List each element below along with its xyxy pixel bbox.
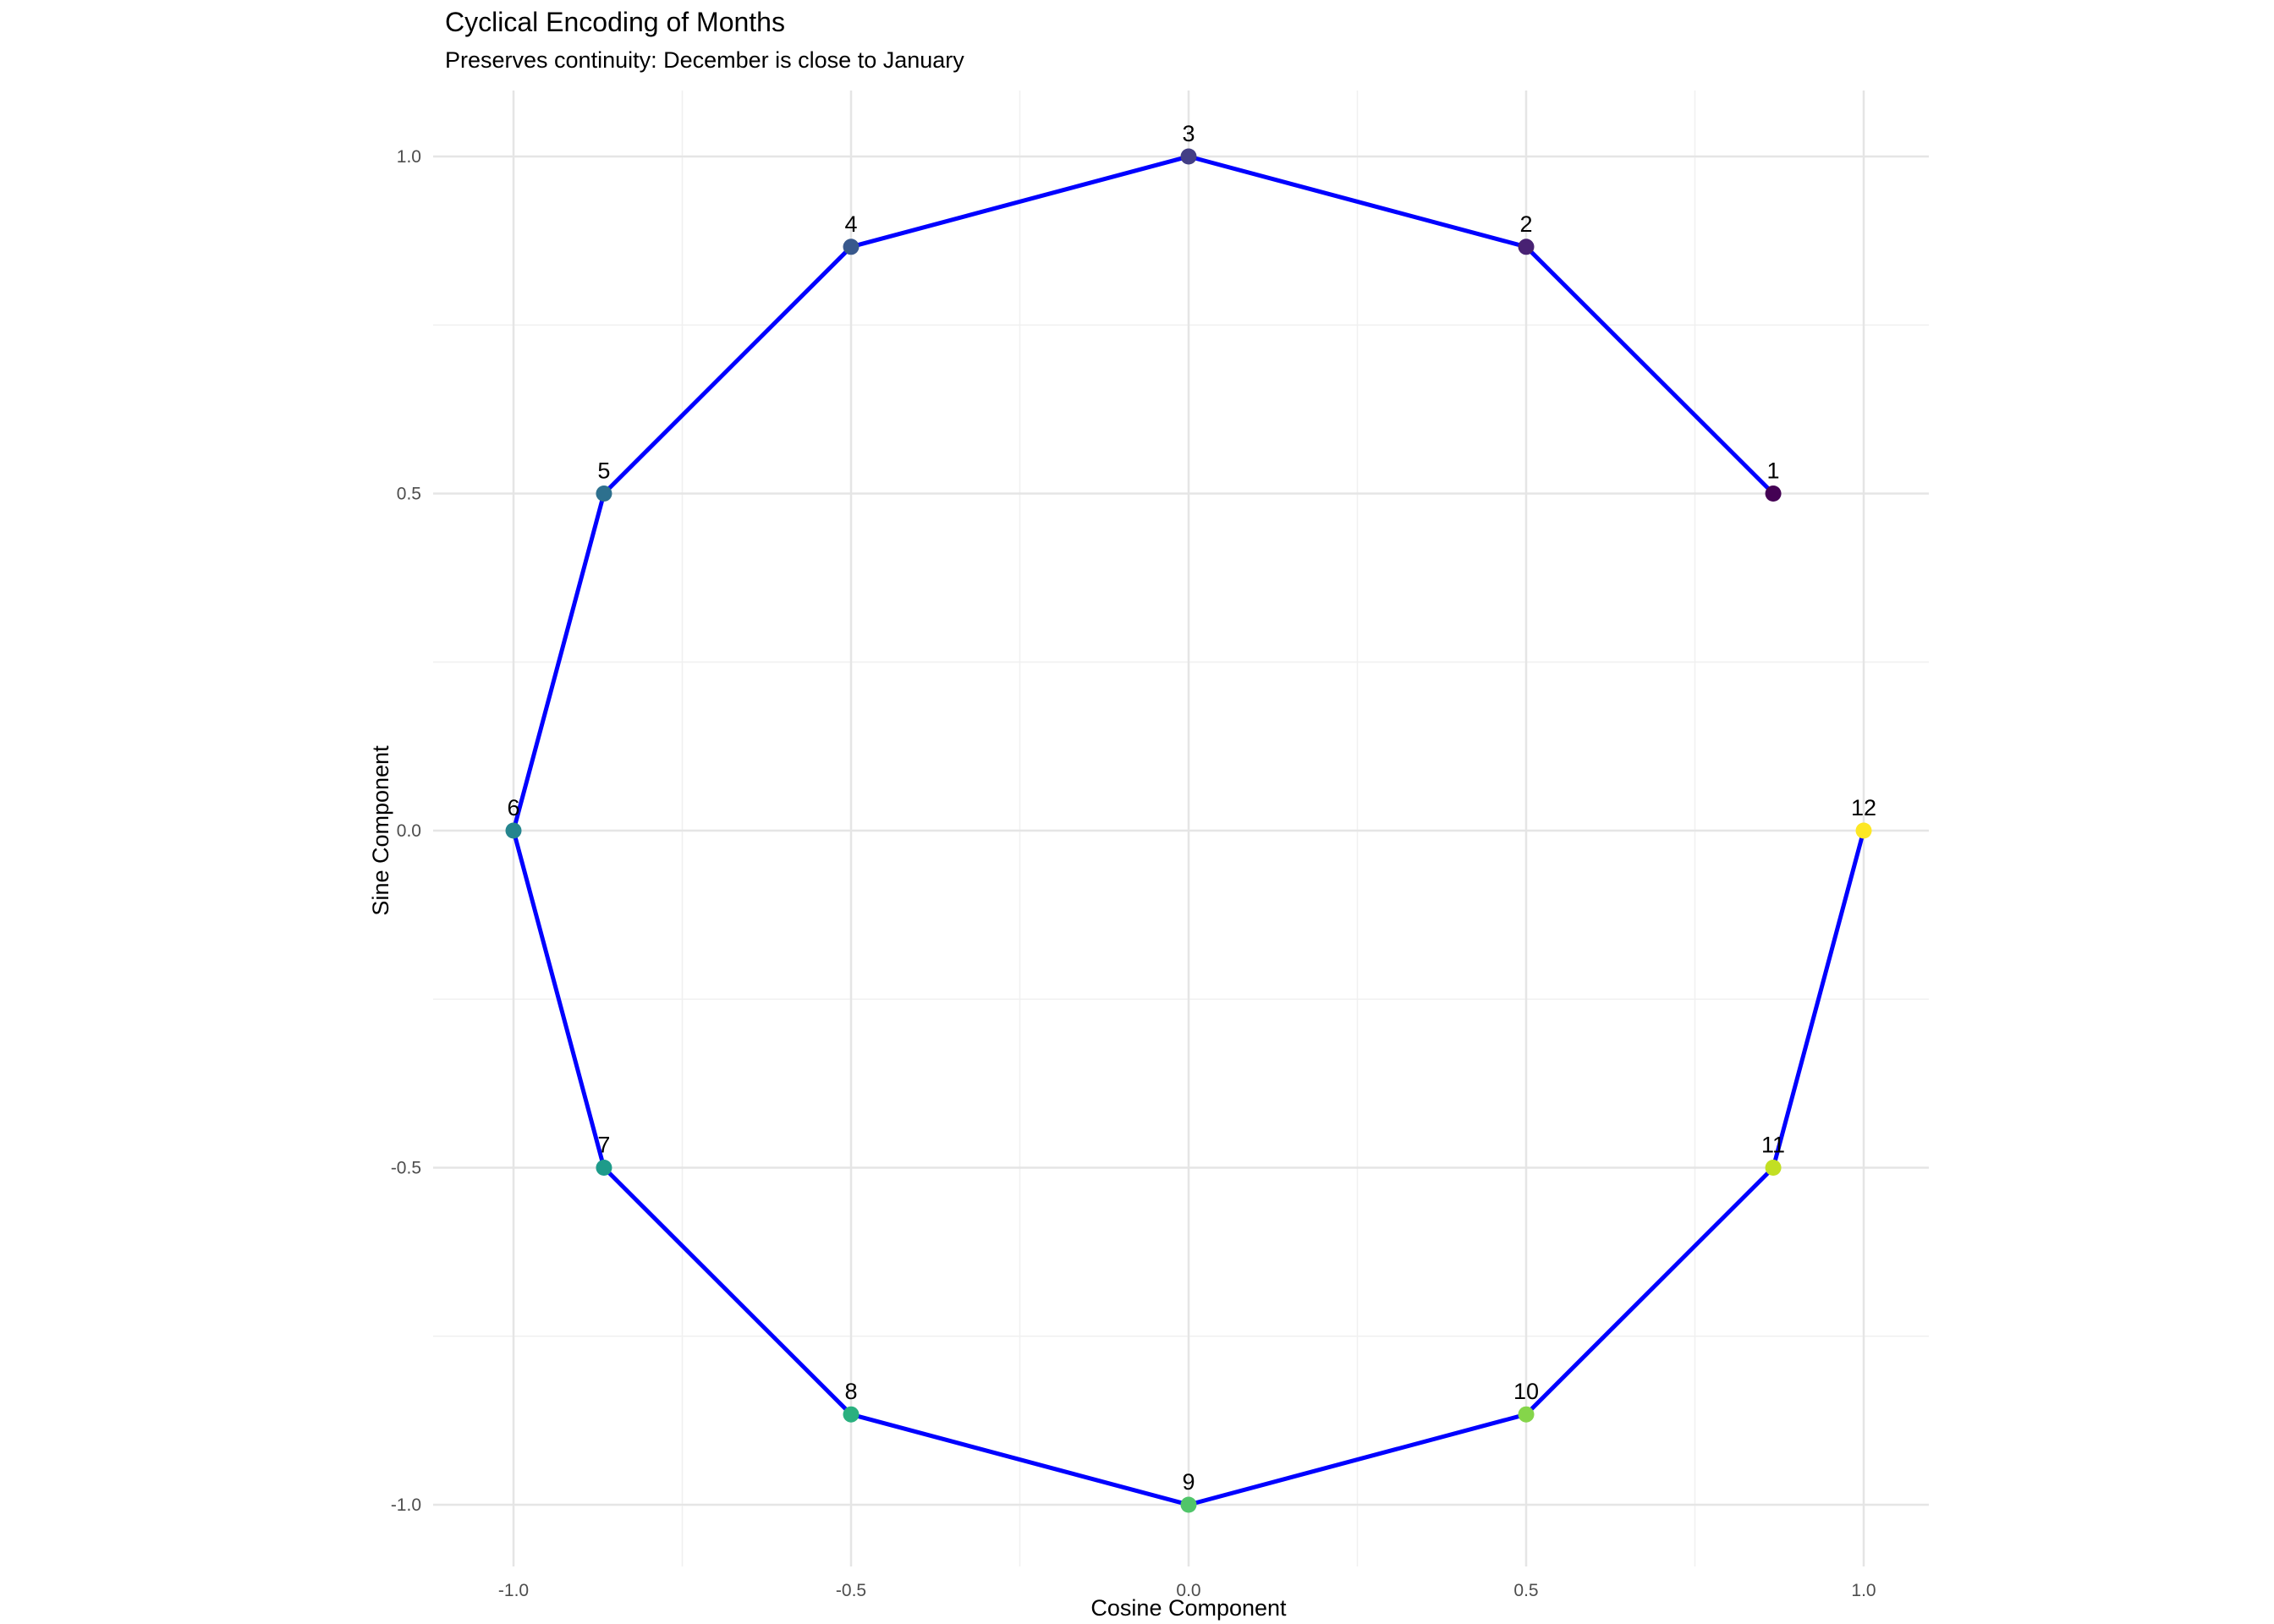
data-label: 9 bbox=[1182, 1469, 1195, 1495]
data-point bbox=[505, 822, 522, 839]
data-point bbox=[1518, 1406, 1535, 1423]
x-tick-label: -1.0 bbox=[498, 1581, 529, 1600]
data-label: 7 bbox=[597, 1133, 610, 1158]
y-tick-label: -0.5 bbox=[391, 1159, 421, 1178]
x-tick-label: -0.5 bbox=[836, 1581, 866, 1600]
x-axis-title: Cosine Component bbox=[1090, 1595, 1287, 1621]
data-label: 12 bbox=[1851, 795, 1876, 820]
data-point bbox=[843, 1406, 860, 1423]
data-point bbox=[1855, 822, 1872, 839]
data-point bbox=[1765, 486, 1782, 502]
y-tick-label: 0.5 bbox=[397, 485, 421, 504]
y-tick-label: -1.0 bbox=[391, 1495, 421, 1515]
data-label: 8 bbox=[844, 1379, 857, 1404]
chart-title: Cyclical Encoding of Months bbox=[445, 7, 785, 37]
y-axis-title: Sine Component bbox=[368, 745, 393, 916]
data-point bbox=[1180, 148, 1197, 165]
data-point bbox=[596, 486, 612, 502]
chart-subtitle: Preserves continuity: December is close … bbox=[445, 47, 964, 73]
data-point bbox=[1765, 1160, 1782, 1176]
data-label: 1 bbox=[1767, 458, 1780, 484]
data-label: 10 bbox=[1513, 1379, 1539, 1404]
data-point bbox=[1180, 1496, 1197, 1513]
data-point bbox=[596, 1160, 612, 1176]
y-tick-label: 1.0 bbox=[397, 147, 421, 167]
data-label: 4 bbox=[844, 211, 857, 237]
data-point bbox=[843, 239, 860, 255]
x-tick-label: 1.0 bbox=[1851, 1581, 1876, 1600]
x-tick-label: 0.5 bbox=[1513, 1581, 1538, 1600]
y-tick-label: 0.0 bbox=[397, 821, 421, 841]
data-label: 3 bbox=[1182, 121, 1195, 146]
data-label: 11 bbox=[1761, 1133, 1785, 1158]
data-label: 6 bbox=[507, 795, 519, 820]
series-line bbox=[511, 154, 1866, 1507]
x-tick-label: 0.0 bbox=[1176, 1581, 1200, 1600]
data-label: 5 bbox=[597, 458, 610, 484]
data-label: 2 bbox=[1519, 211, 1532, 237]
data-point bbox=[1518, 239, 1535, 255]
